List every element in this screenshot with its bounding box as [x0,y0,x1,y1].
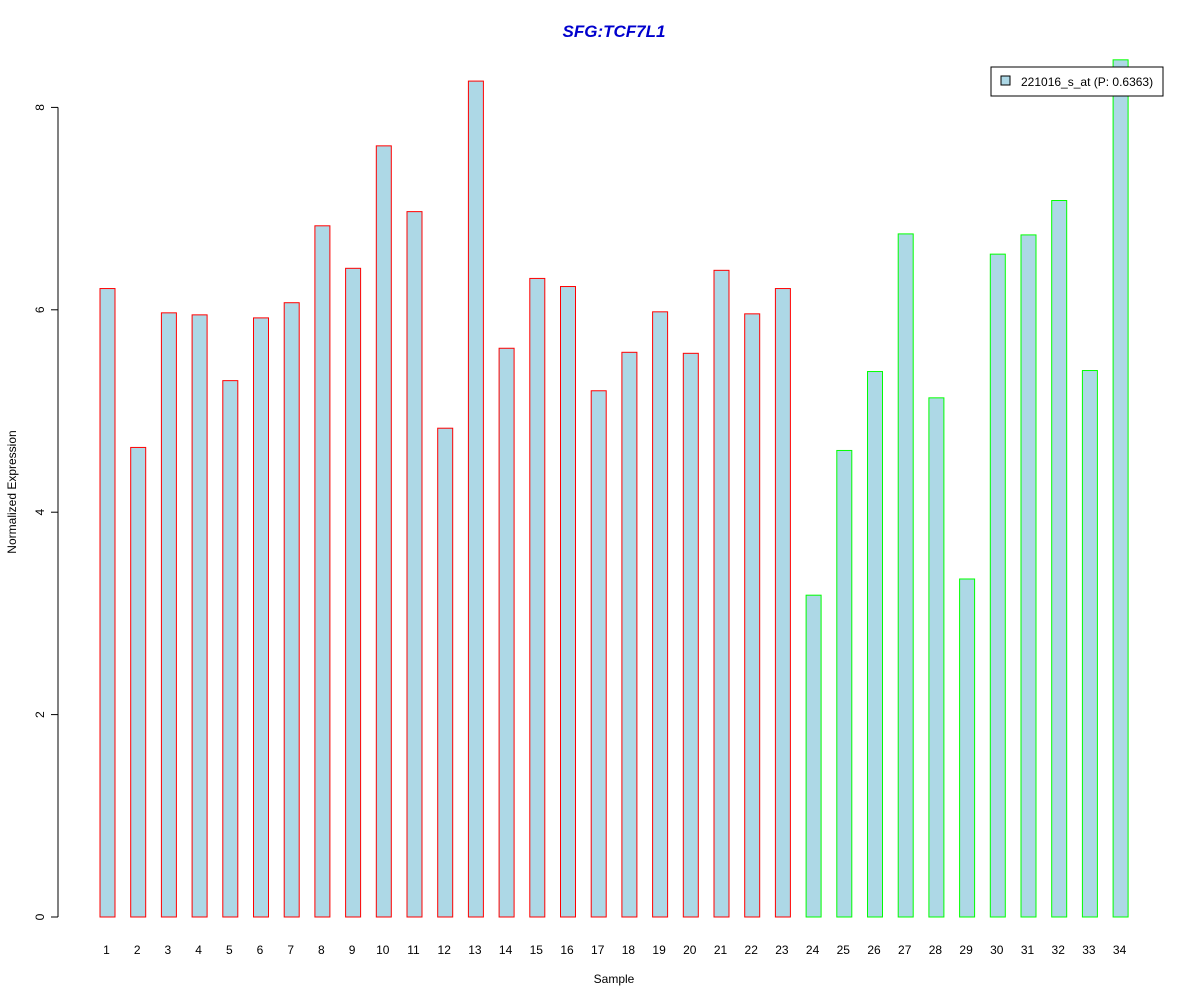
y-tick-label: 8 [33,104,47,111]
y-axis: 0 2 4 6 8 [33,104,59,920]
x-tick-labels: 1 2 3 4 5 6 7 8 9 10 11 12 13 14 15 16 17 18 19 20 21 22 23 24 2… [103,943,1126,957]
x-tick-label: 20 [683,943,697,957]
x-tick-label: 12 [438,943,452,957]
legend-label: 221016_s_at (P: 0.6363) [1021,75,1153,89]
bar [437,427,454,918]
x-tick-label: 18 [622,943,636,957]
x-tick-label: 1 [103,943,110,957]
x-tick-label: 25 [837,943,851,957]
bar [222,380,239,918]
x-tick-label: 15 [530,943,544,957]
bar [406,211,423,918]
x-tick-label: 6 [257,943,264,957]
x-tick-label: 13 [468,943,482,957]
x-tick-label: 2 [134,943,141,957]
x-tick-label: 31 [1021,943,1035,957]
bar [1112,59,1129,918]
bar [191,314,208,918]
x-tick-label: 22 [745,943,759,957]
x-tick-label: 8 [318,943,325,957]
bar [99,288,116,918]
bar [375,145,392,918]
bar [744,313,761,918]
bar [621,351,638,918]
x-tick-label: 33 [1082,943,1096,957]
bar [130,446,147,918]
bar [928,397,945,918]
bars [99,59,1129,918]
bar [959,578,976,918]
x-tick-label: 9 [349,943,356,957]
bar [989,253,1006,918]
chart-title: SFG:TCF7L1 [563,22,666,41]
bar [774,288,791,918]
bar [283,302,300,918]
x-tick-label: 21 [714,943,728,957]
x-tick-label: 7 [287,943,294,957]
x-tick-label: 23 [775,943,789,957]
x-tick-label: 11 [407,943,420,957]
x-tick-label: 16 [560,943,574,957]
bar [805,594,822,918]
x-tick-label: 10 [376,943,390,957]
bar [1020,234,1037,918]
x-tick-label: 29 [959,943,973,957]
x-tick-label: 3 [165,943,172,957]
bar [498,347,515,918]
y-tick-label: 0 [33,913,47,920]
x-tick-label: 34 [1113,943,1127,957]
bar [897,233,914,918]
x-tick-label: 32 [1052,943,1066,957]
x-tick-label: 17 [591,943,605,957]
legend: 221016_s_at (P: 0.6363) [990,66,1164,97]
x-tick-label: 30 [990,943,1004,957]
bar [1081,370,1098,918]
bar [560,286,576,918]
bar [345,267,362,918]
bar [1051,200,1068,918]
x-tick-label: 26 [867,943,881,957]
bar [314,225,331,918]
bar [529,277,546,918]
y-axis-title: Normalized Expression [5,430,19,553]
x-tick-label: 24 [806,943,820,957]
bar [253,317,269,918]
bar [467,80,484,918]
bar [836,449,853,918]
legend-swatch [1000,75,1011,86]
bar [867,371,883,918]
bar [590,390,607,918]
y-tick-label: 6 [33,306,47,313]
x-tick-label: 27 [898,943,912,957]
x-tick-label: 19 [652,943,666,957]
bar [682,352,699,918]
x-tick-label: 4 [195,943,202,957]
x-tick-label: 14 [499,943,513,957]
x-axis-title: Sample [594,972,635,986]
y-tick-label: 2 [33,711,47,718]
bar [652,311,669,918]
y-tick-label: 4 [33,509,47,516]
legend-box [990,66,1164,97]
x-tick-label: 5 [226,943,233,957]
x-tick-label: 28 [929,943,943,957]
bar [713,269,730,918]
bar [160,312,177,918]
